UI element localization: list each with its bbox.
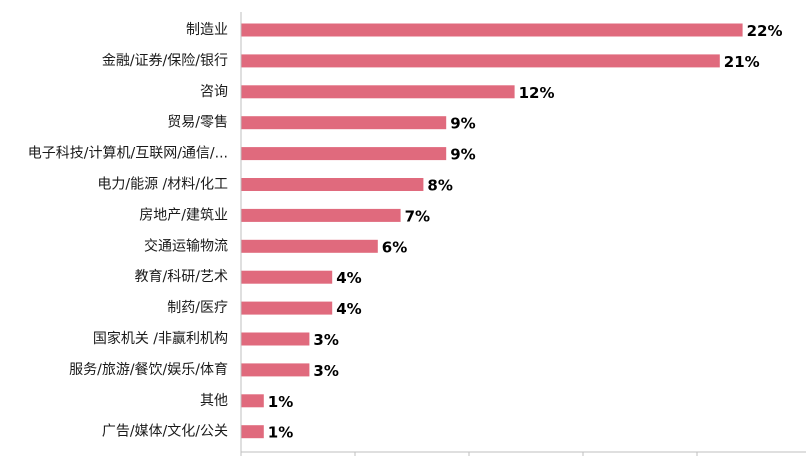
bar-11 [241, 363, 310, 377]
category-label-0: 制造业 [186, 22, 228, 38]
value-label-13: 1% [268, 424, 293, 442]
value-labels-group: 22% 21% 12% 9% 9% 8% 7% 6% 4% 4% 3% 3% 1% 1% [268, 22, 783, 442]
category-label-12: 其他 [200, 393, 228, 409]
bar-6 [241, 208, 401, 222]
value-label-3: 9% [450, 115, 475, 133]
category-label-3: 贸易/零售 [167, 115, 228, 131]
category-label-10: 国家机关 /非赢利机构 [93, 330, 228, 347]
category-label-9: 制药/医疗 [167, 300, 228, 316]
category-label-5: 电力/能源 /材料/化工 [97, 177, 228, 193]
bar-4 [241, 147, 447, 161]
bars-group [241, 23, 743, 439]
value-label-10: 3% [313, 331, 338, 349]
category-label-1: 金融/证券/保险/银行 [102, 53, 228, 69]
bar-2 [241, 85, 515, 99]
bar-9 [241, 301, 333, 315]
value-label-11: 3% [313, 362, 338, 380]
bar-0 [241, 23, 743, 37]
category-label-6: 房地产/建筑业 [139, 207, 228, 223]
bar-3 [241, 116, 447, 130]
bar-13 [241, 425, 264, 439]
bar-7 [241, 239, 378, 253]
category-labels-group: 制造业金融/证券/保险/银行咨询贸易/零售电子科技/计算机/互联网/通信/...… [28, 22, 228, 440]
category-label-2: 咨询 [200, 84, 228, 100]
value-label-5: 8% [427, 177, 452, 195]
category-label-7: 交通运输物流 [144, 237, 228, 254]
category-label-4: 电子科技/计算机/互联网/通信/... [28, 146, 228, 162]
value-label-6: 7% [405, 207, 430, 225]
bar-10 [241, 332, 310, 346]
category-label-11: 服务/旅游/餐饮/娱乐/体育 [69, 362, 228, 378]
value-label-8: 4% [336, 269, 361, 287]
bar-12 [241, 394, 264, 408]
bar-5 [241, 178, 424, 191]
value-label-0: 22% [747, 22, 783, 40]
x-axis [240, 12, 806, 456]
value-label-4: 9% [450, 146, 475, 164]
value-label-1: 21% [724, 53, 760, 71]
value-label-7: 6% [382, 238, 407, 256]
value-label-12: 1% [268, 393, 293, 411]
bar-1 [241, 54, 720, 68]
category-label-13: 广告/媒体/文化/公关 [102, 424, 228, 440]
category-label-8: 教育/科研/艺术 [135, 269, 228, 285]
value-label-9: 4% [336, 300, 361, 318]
bar-8 [241, 270, 333, 284]
value-label-2: 12% [519, 84, 555, 102]
